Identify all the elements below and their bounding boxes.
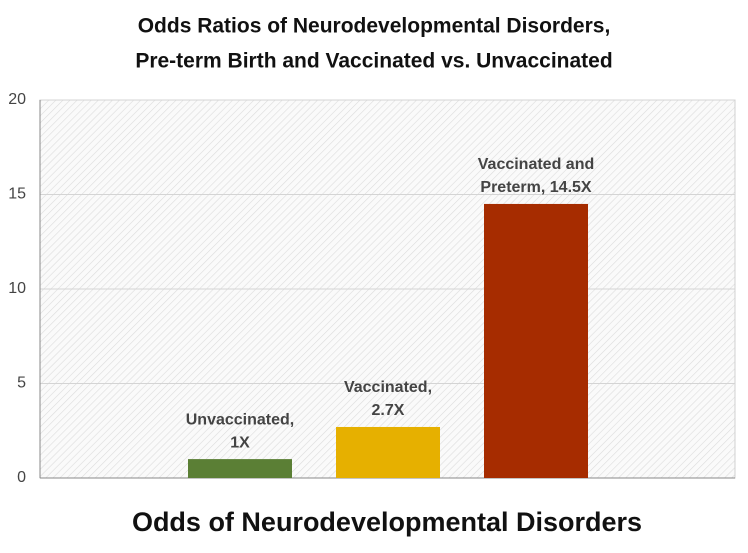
bar — [336, 426, 440, 478]
data-label: Unvaccinated, — [186, 411, 294, 428]
chart-title: Pre-term Birth and Vaccinated vs. Unvacc… — [135, 50, 612, 73]
y-tick-label: 10 — [8, 280, 26, 297]
data-label: Vaccinated, — [344, 379, 432, 396]
data-label: Vaccinated and — [478, 156, 595, 173]
y-tick-label: 5 — [17, 375, 26, 392]
bar — [484, 203, 588, 478]
bar — [188, 459, 292, 478]
data-label: Preterm, 14.5X — [480, 179, 592, 196]
data-label: 2.7X — [372, 402, 405, 419]
chart-title: Odds Ratios of Neurodevelopmental Disord… — [138, 15, 611, 38]
data-label: 1X — [230, 434, 250, 451]
y-tick-label: 0 — [17, 469, 26, 486]
y-tick-label: 15 — [8, 186, 26, 203]
y-tick-label: 20 — [8, 91, 26, 108]
x-axis-title: Odds of Neurodevelopmental Disorders — [132, 507, 642, 537]
